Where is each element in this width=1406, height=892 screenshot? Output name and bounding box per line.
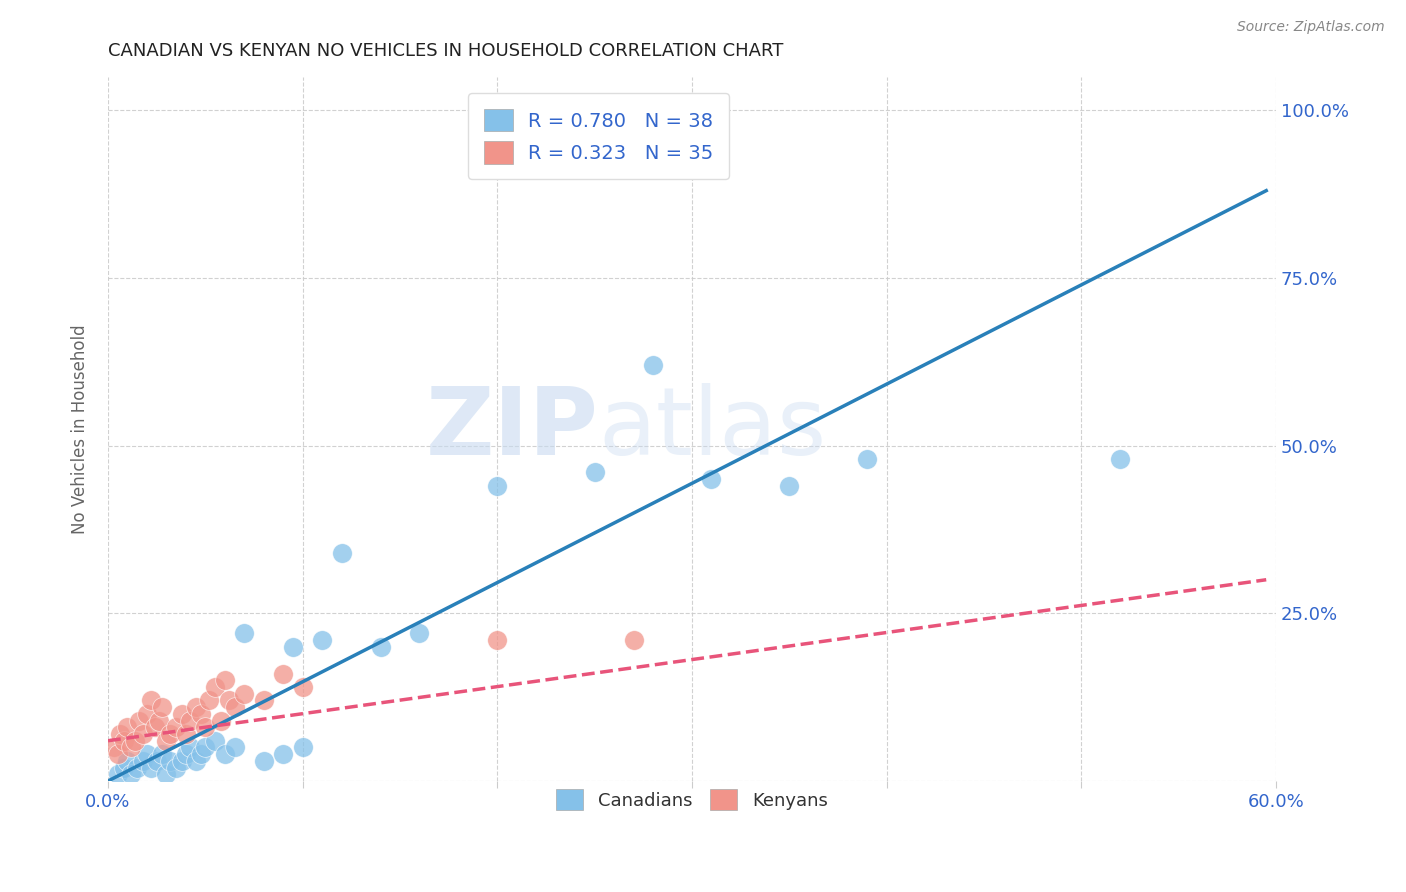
Point — [224, 740, 246, 755]
Point — [159, 754, 181, 768]
Point — [209, 714, 232, 728]
Point — [165, 720, 187, 734]
Point — [214, 747, 236, 761]
Point — [190, 706, 212, 721]
Point — [218, 693, 240, 707]
Point — [127, 761, 149, 775]
Point — [179, 714, 201, 728]
Point — [330, 546, 353, 560]
Point — [135, 706, 157, 721]
Point — [139, 693, 162, 707]
Point — [291, 680, 314, 694]
Point — [124, 733, 146, 747]
Point — [291, 740, 314, 755]
Point — [143, 720, 166, 734]
Point — [271, 747, 294, 761]
Point — [132, 754, 155, 768]
Point — [311, 633, 333, 648]
Point — [179, 740, 201, 755]
Point — [170, 754, 193, 768]
Point — [1109, 452, 1132, 467]
Point — [155, 767, 177, 781]
Text: CANADIAN VS KENYAN NO VEHICLES IN HOUSEHOLD CORRELATION CHART: CANADIAN VS KENYAN NO VEHICLES IN HOUSEH… — [108, 42, 783, 60]
Point — [103, 740, 125, 755]
Point — [128, 714, 150, 728]
Point — [170, 706, 193, 721]
Point — [120, 740, 142, 755]
Point — [194, 740, 217, 755]
Point — [120, 767, 142, 781]
Point — [112, 761, 135, 775]
Y-axis label: No Vehicles in Household: No Vehicles in Household — [72, 324, 89, 533]
Legend: Canadians, Kenyans: Canadians, Kenyans — [541, 775, 842, 825]
Point — [107, 747, 129, 761]
Point — [233, 626, 256, 640]
Point — [204, 733, 226, 747]
Point — [174, 727, 197, 741]
Point — [184, 754, 207, 768]
Point — [583, 466, 606, 480]
Point — [856, 452, 879, 467]
Point — [253, 754, 276, 768]
Point — [108, 727, 131, 741]
Point — [139, 761, 162, 775]
Point — [190, 747, 212, 761]
Point — [117, 754, 139, 768]
Point — [486, 479, 509, 493]
Point — [641, 358, 664, 372]
Point — [132, 727, 155, 741]
Point — [224, 700, 246, 714]
Point — [112, 733, 135, 747]
Point — [778, 479, 800, 493]
Point — [174, 747, 197, 761]
Point — [107, 767, 129, 781]
Point — [204, 680, 226, 694]
Text: Source: ZipAtlas.com: Source: ZipAtlas.com — [1237, 20, 1385, 34]
Point — [165, 761, 187, 775]
Point — [194, 720, 217, 734]
Point — [155, 733, 177, 747]
Point — [145, 754, 167, 768]
Point — [159, 727, 181, 741]
Point — [253, 693, 276, 707]
Point — [370, 640, 392, 654]
Point — [148, 714, 170, 728]
Point — [486, 633, 509, 648]
Point — [700, 472, 723, 486]
Point — [198, 693, 221, 707]
Point — [214, 673, 236, 688]
Point — [152, 747, 174, 761]
Text: ZIP: ZIP — [426, 383, 599, 475]
Point — [408, 626, 430, 640]
Point — [623, 633, 645, 648]
Point — [233, 687, 256, 701]
Point — [184, 700, 207, 714]
Text: atlas: atlas — [599, 383, 827, 475]
Point — [135, 747, 157, 761]
Point — [271, 666, 294, 681]
Point — [281, 640, 304, 654]
Point — [117, 720, 139, 734]
Point — [152, 700, 174, 714]
